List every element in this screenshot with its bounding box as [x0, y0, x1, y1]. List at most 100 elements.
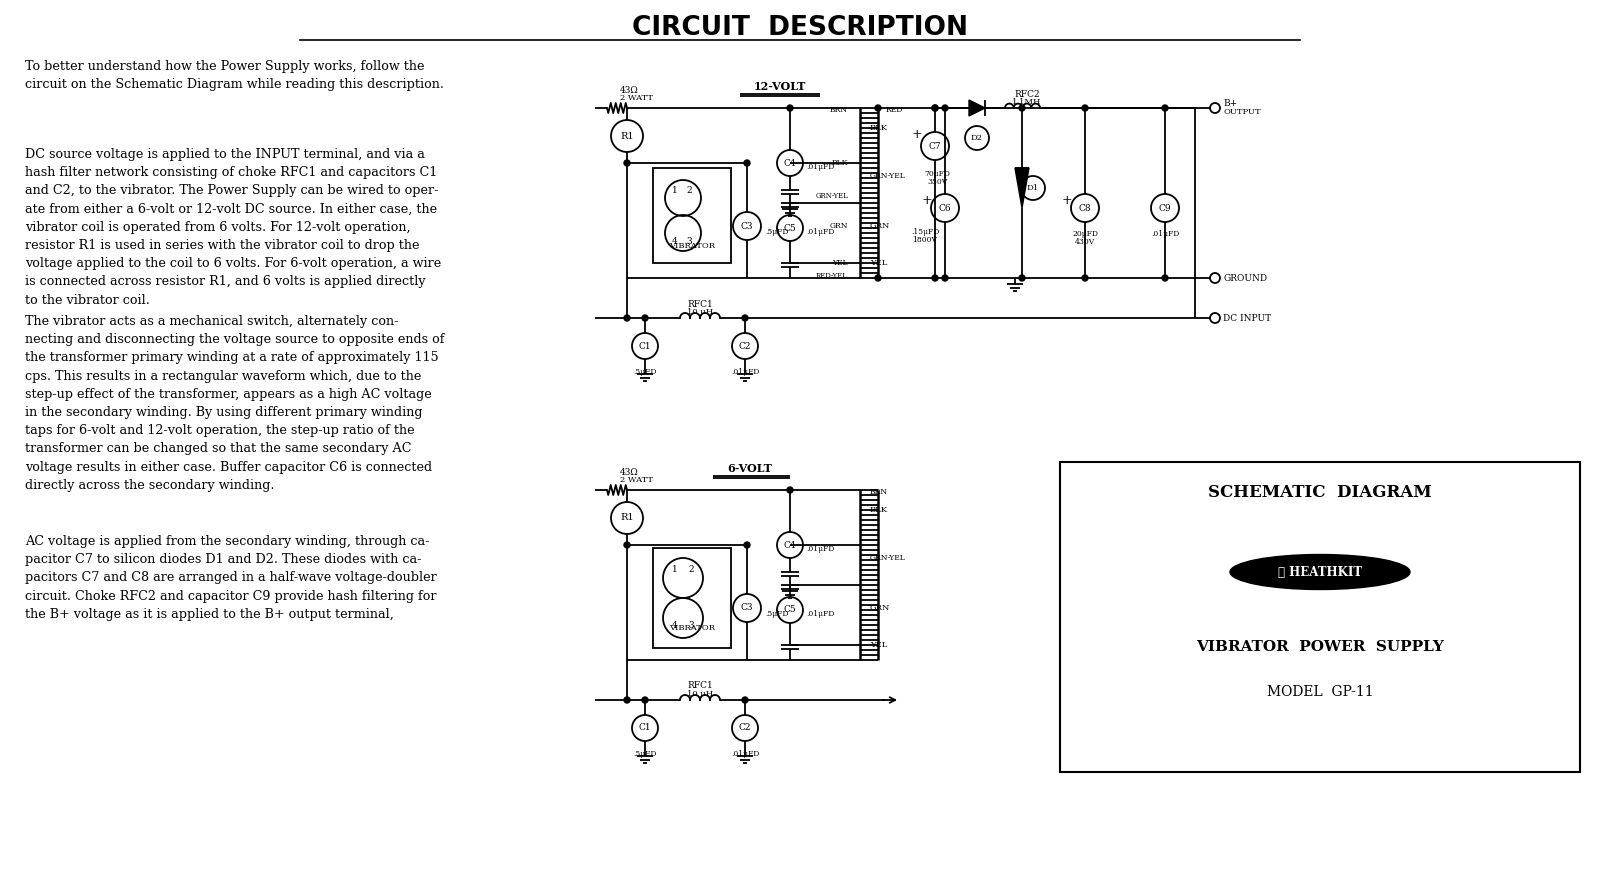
Text: GRN: GRN — [829, 222, 848, 230]
Text: 1800V: 1800V — [912, 236, 938, 244]
Circle shape — [744, 542, 750, 548]
Text: .5μFD: .5μFD — [765, 228, 789, 236]
Text: R1: R1 — [621, 514, 634, 523]
Text: BRN: BRN — [830, 106, 848, 114]
Circle shape — [1019, 275, 1026, 281]
Text: VIBRATOR: VIBRATOR — [669, 242, 715, 250]
Text: RED-YEL: RED-YEL — [816, 272, 848, 280]
Circle shape — [1082, 105, 1088, 111]
Text: 2 WATT: 2 WATT — [621, 94, 653, 102]
Text: 3: 3 — [686, 237, 691, 245]
Text: DC source voltage is applied to the INPUT terminal, and via a
hash filter networ: DC source voltage is applied to the INPU… — [26, 148, 442, 307]
Bar — [653, 548, 731, 648]
Text: To better understand how the Power Supply works, follow the
circuit on the Schem: To better understand how the Power Suppl… — [26, 60, 445, 91]
Text: RED: RED — [886, 106, 904, 114]
Text: +: + — [922, 193, 933, 206]
Circle shape — [1082, 275, 1088, 281]
Text: D1: D1 — [1027, 184, 1038, 192]
Text: 4: 4 — [672, 237, 678, 245]
Text: MODEL  GP-11: MODEL GP-11 — [1267, 685, 1373, 699]
Text: C2: C2 — [739, 341, 752, 351]
Text: RFC1: RFC1 — [686, 681, 714, 690]
Text: RFC1: RFC1 — [686, 299, 714, 308]
Text: .5μFD: .5μFD — [634, 368, 656, 376]
Polygon shape — [970, 100, 986, 116]
Text: 1: 1 — [672, 565, 678, 574]
Text: 10 μH: 10 μH — [686, 690, 714, 698]
Text: ✦ HEATHKIT: ✦ HEATHKIT — [1278, 565, 1362, 579]
Circle shape — [931, 105, 938, 111]
Text: GROUND: GROUND — [1222, 274, 1267, 283]
Text: SCHEMATIC  DIAGRAM: SCHEMATIC DIAGRAM — [1208, 484, 1432, 501]
Text: .01μFD: .01μFD — [731, 368, 758, 376]
Circle shape — [642, 315, 648, 321]
Text: YEL: YEL — [832, 259, 848, 267]
Text: BLK: BLK — [870, 506, 888, 514]
Text: YEL: YEL — [870, 641, 888, 649]
Text: VIBRATOR  POWER  SUPPLY: VIBRATOR POWER SUPPLY — [1197, 640, 1443, 654]
Text: R1: R1 — [621, 131, 634, 141]
Text: GRN-YEL: GRN-YEL — [870, 172, 906, 180]
Text: 10 μH: 10 μH — [686, 308, 714, 316]
Circle shape — [642, 697, 648, 703]
Text: .01μFD: .01μFD — [1150, 230, 1179, 238]
Text: C4: C4 — [784, 159, 797, 167]
Text: YEL: YEL — [870, 259, 888, 267]
Circle shape — [742, 697, 749, 703]
Text: 2 WATT: 2 WATT — [621, 476, 653, 484]
Text: C1: C1 — [638, 341, 651, 351]
Text: B+: B+ — [1222, 98, 1237, 107]
Text: GRN: GRN — [870, 222, 890, 230]
Text: .5μFD: .5μFD — [634, 750, 656, 758]
Circle shape — [787, 487, 794, 493]
Text: .01μFD: .01μFD — [806, 163, 834, 171]
Polygon shape — [1014, 168, 1029, 208]
Circle shape — [942, 105, 947, 111]
Ellipse shape — [1230, 555, 1410, 589]
Text: C3: C3 — [741, 222, 754, 230]
Text: D2: D2 — [971, 134, 982, 142]
Text: BLK: BLK — [870, 124, 888, 132]
Text: 12-VOLT: 12-VOLT — [754, 81, 806, 91]
Text: C2: C2 — [739, 724, 752, 733]
Text: CIRCUIT  DESCRIPTION: CIRCUIT DESCRIPTION — [632, 15, 968, 41]
Text: 4: 4 — [672, 621, 678, 631]
Text: .5μFD: .5μFD — [765, 610, 789, 618]
Text: 20μFD: 20μFD — [1072, 230, 1098, 238]
Text: 70μFD: 70μFD — [925, 170, 950, 178]
Text: C9: C9 — [1158, 204, 1171, 213]
Text: 350V: 350V — [926, 178, 947, 186]
Circle shape — [931, 105, 938, 111]
Circle shape — [624, 315, 630, 321]
Text: .01μFD: .01μFD — [731, 750, 758, 758]
Circle shape — [742, 315, 749, 321]
Text: 2: 2 — [688, 565, 694, 574]
Text: AC voltage is applied from the secondary winding, through ca-
pacitor C7 to sili: AC voltage is applied from the secondary… — [26, 535, 437, 621]
Text: GRN-YEL: GRN-YEL — [814, 192, 848, 200]
Circle shape — [624, 542, 630, 548]
Text: C8: C8 — [1078, 204, 1091, 213]
Text: .15μFD: .15μFD — [910, 228, 939, 236]
Text: DC INPUT: DC INPUT — [1222, 314, 1270, 323]
Text: GRN: GRN — [870, 604, 890, 612]
Text: 2: 2 — [686, 185, 691, 195]
Text: +: + — [912, 128, 922, 141]
Circle shape — [931, 275, 938, 281]
Circle shape — [1162, 105, 1168, 111]
Text: BRN: BRN — [870, 488, 888, 496]
Text: C5: C5 — [784, 605, 797, 615]
Circle shape — [744, 160, 750, 166]
Text: GRN-YEL: GRN-YEL — [870, 554, 906, 562]
Text: C4: C4 — [784, 540, 797, 549]
Circle shape — [875, 275, 882, 281]
Circle shape — [942, 275, 947, 281]
Bar — [653, 168, 731, 263]
Text: BLK: BLK — [832, 159, 848, 167]
Text: The vibrator acts as a mechanical switch, alternately con-
necting and disconnec: The vibrator acts as a mechanical switch… — [26, 315, 445, 492]
Text: .01μFD: .01μFD — [806, 228, 834, 236]
Text: 43Ω: 43Ω — [621, 86, 638, 95]
Text: RFC2: RFC2 — [1014, 89, 1040, 98]
Text: C6: C6 — [939, 204, 952, 213]
Bar — [1059, 462, 1581, 772]
Circle shape — [624, 697, 630, 703]
